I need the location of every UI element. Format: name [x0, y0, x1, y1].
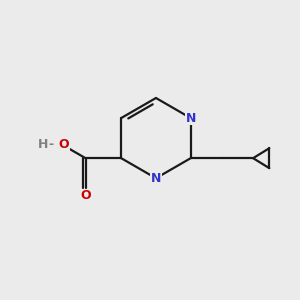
Text: N: N: [151, 172, 161, 185]
Text: -: -: [49, 138, 54, 151]
Text: N: N: [185, 112, 196, 124]
Text: H: H: [38, 138, 48, 151]
Text: O: O: [80, 189, 91, 203]
Text: O: O: [58, 138, 69, 151]
